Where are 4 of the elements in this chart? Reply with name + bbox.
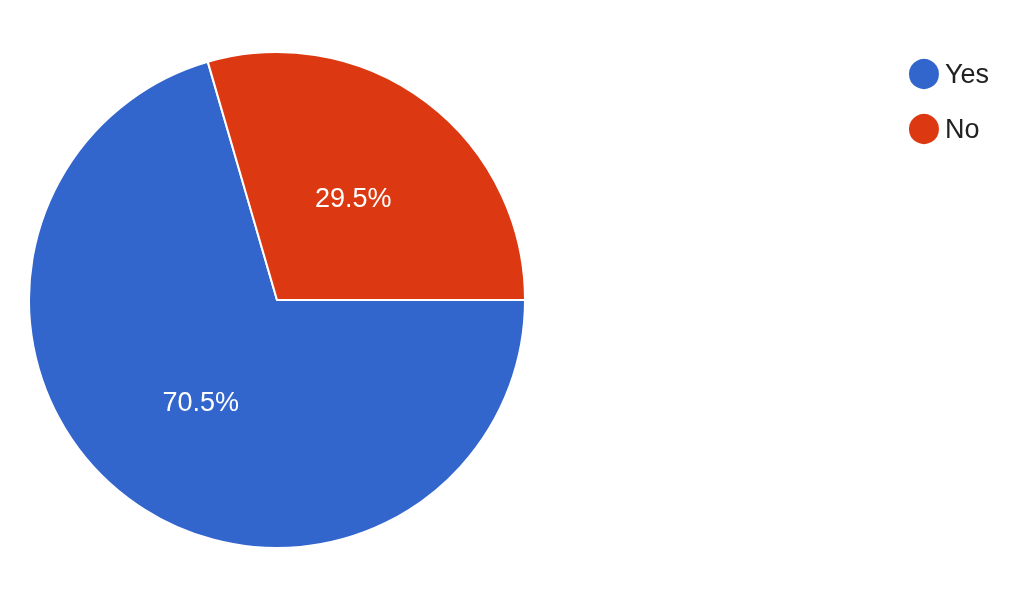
legend-label: No [944,114,980,144]
data-label: 70.5% [162,386,240,417]
legend-label: Yes [944,59,989,89]
data-label: 29.5% [314,183,392,214]
